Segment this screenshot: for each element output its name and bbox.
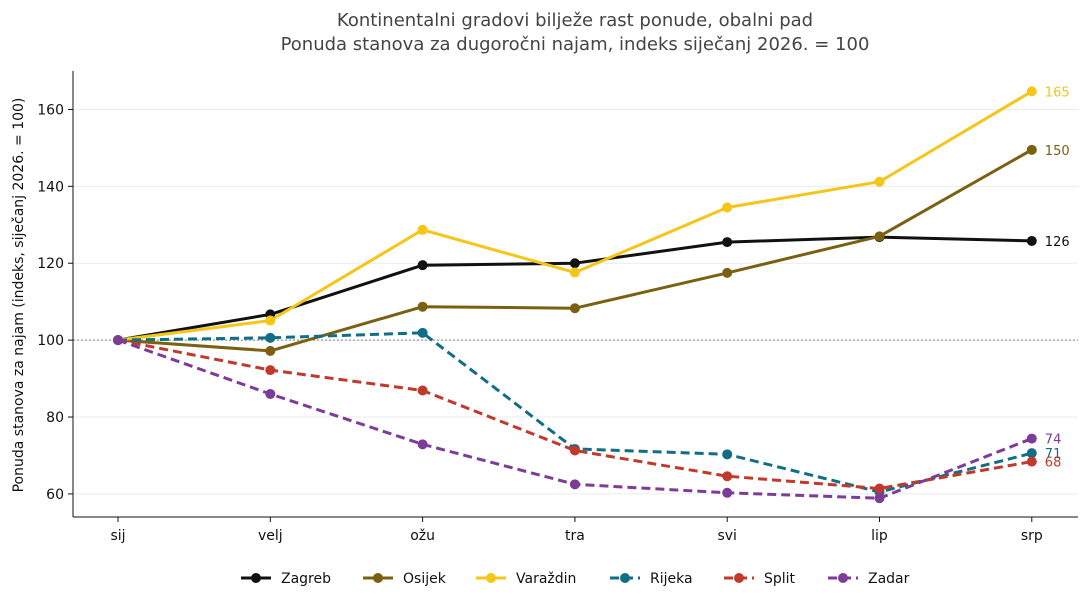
data-point	[265, 315, 276, 326]
data-point	[1026, 235, 1037, 246]
data-point	[1026, 86, 1037, 97]
series-zagreb	[113, 232, 1037, 346]
legend-marker	[373, 573, 383, 583]
data-point	[722, 487, 733, 498]
legend-label: Split	[764, 571, 796, 587]
legend-label: Zadar	[868, 571, 910, 587]
series-line	[117, 148, 1033, 353]
y-tick-label: 120	[37, 256, 64, 272]
legend-marker	[838, 573, 848, 583]
x-tick-label: tra	[565, 528, 585, 544]
legend-label: Rijeka	[650, 571, 693, 587]
series-line	[117, 90, 1033, 342]
y-tick-label: 160	[37, 102, 64, 118]
legend-marker	[251, 573, 261, 583]
end-value-label: 71	[1045, 447, 1062, 462]
y-tick-label: 100	[37, 333, 64, 349]
data-point	[569, 479, 580, 490]
x-tick-label: svi	[717, 528, 736, 544]
end-value-label: 150	[1045, 144, 1070, 159]
data-point	[417, 224, 428, 235]
legend-label: Osijek	[403, 571, 447, 587]
end-value-label: 126	[1045, 235, 1070, 250]
legend-item-zadar: Zadar	[828, 571, 910, 587]
gridlines	[73, 108, 1078, 495]
data-point	[722, 471, 733, 482]
legend-label: Varaždin	[516, 571, 576, 587]
legend-marker	[486, 573, 496, 583]
legend-item-split: Split	[724, 571, 796, 587]
legend-label: Zagreb	[281, 571, 331, 587]
data-point	[417, 260, 428, 271]
data-point	[569, 445, 580, 456]
data-point	[1026, 144, 1037, 155]
end-value-label: 165	[1045, 85, 1070, 100]
y-tick-label: 80	[46, 410, 64, 426]
data-point	[874, 176, 885, 187]
x-tick-label: velj	[258, 528, 283, 544]
series-line	[117, 331, 1033, 494]
x-tick-label: lip	[871, 528, 888, 544]
data-point	[113, 335, 123, 346]
series-line	[117, 338, 1033, 490]
data-point	[569, 258, 580, 269]
end-value-label: 74	[1045, 433, 1062, 448]
series-lines	[113, 86, 1037, 504]
chart-subtitle: Ponuda stanova za dugoročni najam, indek…	[281, 34, 870, 55]
data-point	[265, 345, 276, 356]
series-zadar	[113, 335, 1037, 504]
data-point	[874, 493, 885, 504]
legend-item-osijek: Osijek	[363, 571, 447, 587]
legend-marker	[734, 573, 744, 583]
series-line	[117, 338, 1033, 500]
legend-item-rijeka: Rijeka	[610, 571, 693, 587]
data-point	[874, 231, 885, 242]
legend-item-zagreb: Zagreb	[241, 571, 331, 587]
data-point	[874, 483, 885, 494]
axes	[72, 71, 1078, 518]
legend: Zagreb Osijek Varaždin Rijeka Split Zadar	[241, 571, 910, 587]
series-split	[113, 335, 1037, 494]
data-point	[722, 202, 733, 213]
end-value-label: 68	[1045, 456, 1062, 471]
data-point	[417, 439, 428, 450]
data-point	[417, 385, 428, 396]
x-tick-label: sij	[110, 528, 125, 544]
data-point	[417, 327, 428, 338]
y-ticks: 60 80 100 120 140 160	[37, 102, 73, 503]
data-point	[722, 267, 733, 278]
x-tick-label: srp	[1021, 528, 1043, 544]
data-point	[1026, 433, 1037, 444]
data-point	[722, 449, 733, 460]
y-tick-label: 140	[37, 179, 64, 195]
y-axis-label: Ponuda stanova za najam (indeks, siječan…	[11, 98, 27, 493]
data-point	[1026, 456, 1037, 467]
data-point	[569, 303, 580, 314]
data-point	[722, 237, 733, 248]
data-point	[569, 267, 580, 278]
y-tick-label: 60	[46, 487, 64, 503]
series-rijeka	[113, 327, 1037, 498]
x-tick-label: ožu	[410, 528, 435, 544]
legend-marker	[620, 573, 630, 583]
data-point	[1026, 448, 1037, 459]
x-ticks: sij velj ožu tra svi lip srp	[110, 517, 1043, 544]
chart-title: Kontinentalni gradovi bilježe rast ponud…	[337, 10, 813, 31]
series-line	[117, 235, 1032, 342]
data-point	[265, 388, 276, 399]
data-point	[417, 301, 428, 312]
data-point	[265, 332, 276, 343]
data-point	[265, 365, 276, 376]
legend-item-varaždin: Varaždin	[476, 571, 576, 587]
